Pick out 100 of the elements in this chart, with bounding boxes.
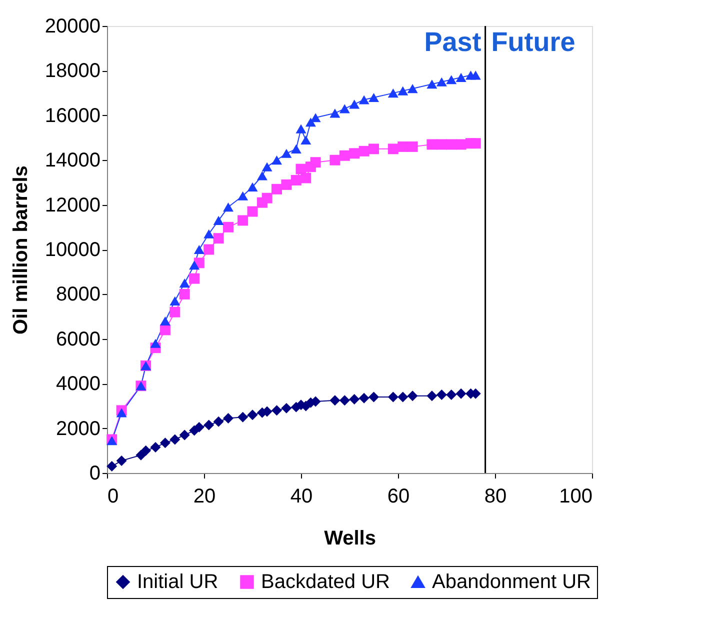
point [426, 80, 438, 89]
point [116, 408, 127, 418]
point [349, 394, 360, 404]
point [290, 174, 302, 186]
point [407, 141, 418, 152]
point [349, 100, 360, 109]
point [204, 420, 214, 430]
point [339, 104, 350, 114]
point [238, 412, 248, 422]
point [272, 156, 282, 165]
x-tick-label: 40 [290, 486, 313, 508]
point [436, 77, 447, 86]
point [388, 144, 398, 154]
point [223, 222, 234, 232]
y-tick-label: 14000 [44, 150, 100, 172]
point [160, 324, 170, 336]
point [170, 296, 180, 306]
point [426, 139, 438, 150]
point [116, 455, 127, 466]
point [204, 229, 214, 238]
point [398, 86, 408, 96]
point [446, 75, 457, 84]
point [300, 135, 312, 145]
point [388, 392, 398, 402]
point [446, 390, 457, 400]
point [358, 392, 370, 404]
point [456, 139, 466, 150]
x-tick-label: 60 [387, 486, 410, 508]
point [247, 410, 258, 420]
y-tick-label: 16000 [44, 104, 100, 127]
y-axis-title: Oil million barrels [10, 166, 32, 334]
point [247, 182, 258, 192]
y-tick-label: 20000 [44, 16, 100, 38]
point [368, 92, 379, 102]
legend-label: Backdated UR [261, 571, 390, 593]
point [140, 445, 152, 456]
point [310, 113, 321, 122]
y-tick-label: 10000 [44, 239, 100, 261]
point [189, 273, 200, 284]
point [436, 139, 447, 150]
point [296, 124, 306, 134]
point [368, 392, 379, 402]
point [179, 278, 190, 288]
legend-label: Initial UR [137, 571, 218, 593]
point [456, 388, 466, 399]
point [262, 192, 272, 204]
point [407, 84, 418, 94]
point [281, 402, 292, 414]
point [194, 244, 204, 254]
y-tick-label: 6000 [56, 328, 100, 350]
point [358, 146, 370, 156]
point [179, 430, 190, 440]
y-tick-label: 8000 [56, 284, 100, 306]
x-tick-label: 20 [193, 486, 216, 508]
point [160, 438, 170, 448]
point [223, 413, 234, 424]
point [456, 72, 466, 82]
y-tick-label: 4000 [56, 373, 100, 396]
point [349, 148, 360, 159]
point [290, 144, 302, 154]
point [330, 154, 340, 166]
point [330, 108, 340, 118]
point [426, 390, 438, 402]
point [339, 395, 350, 406]
point [330, 395, 340, 406]
point [179, 288, 190, 300]
x-tick-label: 100 [559, 486, 592, 508]
point [238, 191, 248, 200]
point [281, 148, 292, 158]
point [150, 442, 161, 453]
point [213, 216, 224, 225]
point [189, 260, 200, 270]
y-tick-label: 12000 [44, 194, 100, 216]
point [213, 416, 224, 427]
point [398, 141, 408, 152]
point [238, 215, 248, 226]
legend-label: Abandonment UR [432, 571, 591, 593]
point [223, 202, 234, 212]
point [310, 157, 321, 168]
point [388, 88, 398, 98]
point [213, 233, 224, 244]
point [358, 95, 370, 104]
point [446, 139, 457, 150]
point [407, 390, 418, 402]
point [247, 206, 258, 217]
point [194, 422, 204, 432]
point [470, 138, 481, 149]
y-tick-label: 2000 [56, 418, 100, 440]
point [339, 150, 350, 161]
point [272, 405, 282, 416]
x-tick-label: 80 [484, 486, 507, 508]
annotation: Past [424, 27, 482, 57]
point [368, 144, 379, 154]
y-tick-label: 0 [89, 462, 100, 484]
annotation: Future [491, 27, 576, 57]
point [170, 306, 180, 318]
x-axis-title: Wells [324, 528, 376, 550]
y-tick-label: 18000 [44, 60, 100, 82]
point [398, 392, 408, 402]
point [281, 179, 292, 190]
